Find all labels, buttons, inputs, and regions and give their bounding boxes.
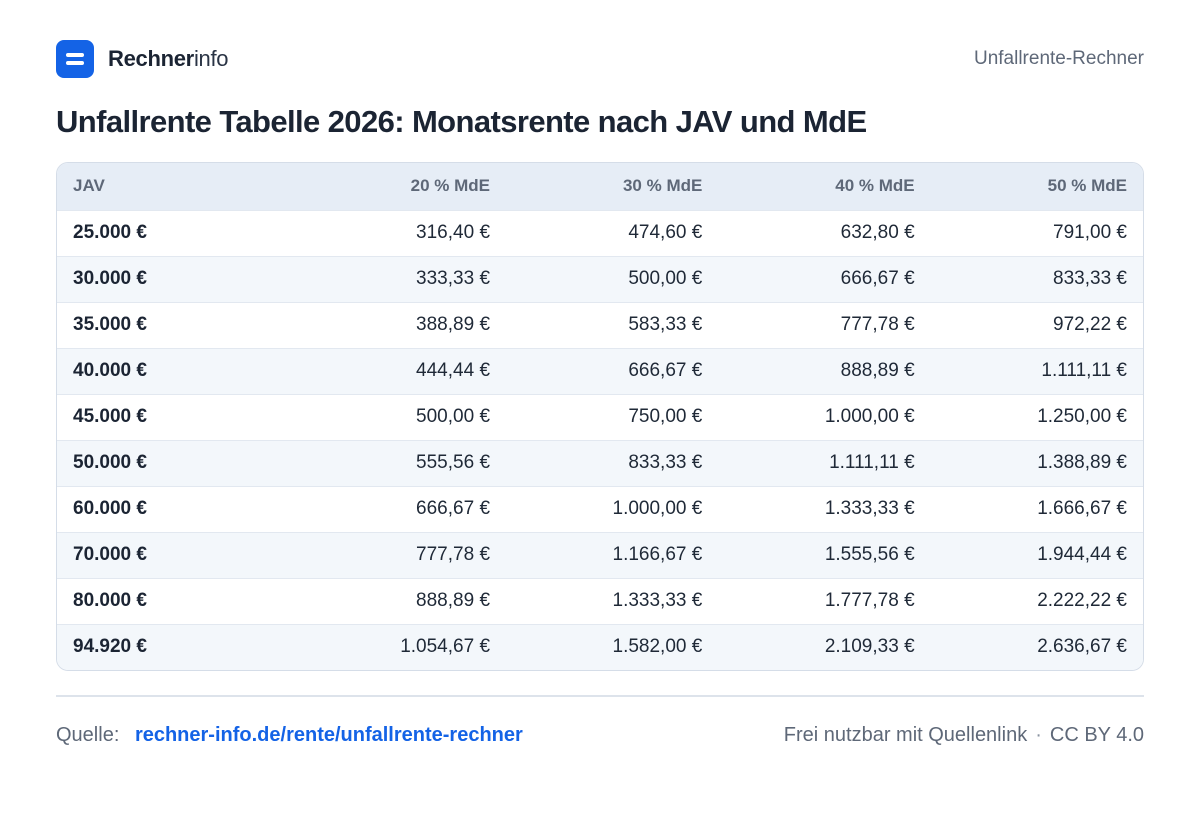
pension-cell: 888,89 € [293,577,507,624]
jav-cell: 94.920 € [57,623,294,670]
column-header-mde: 40 % MdE [718,163,931,210]
pension-cell: 666,67 € [718,255,931,302]
table-row: 50.000 €555,56 €833,33 €1.111,11 €1.388,… [57,439,1143,486]
jav-cell: 70.000 € [57,531,294,578]
jav-cell: 60.000 € [57,485,294,532]
pension-cell: 777,78 € [718,301,931,348]
pension-cell: 666,67 € [506,347,719,394]
brand-name-light: info [193,46,229,71]
pension-cell: 666,67 € [293,485,507,532]
pension-cell: 972,22 € [930,301,1143,348]
license-name: CC BY 4.0 [1049,723,1144,746]
pension-cell: 2.109,33 € [718,623,931,670]
pension-cell: 1.250,00 € [930,393,1143,440]
pension-cell: 583,33 € [506,301,719,348]
brand-name: Rechnerinfo [108,46,229,72]
table-row: 25.000 €316,40 €474,60 €632,80 €791,00 € [57,209,1143,256]
pension-cell: 1.166,67 € [506,531,719,578]
pension-cell: 1.666,67 € [930,485,1143,532]
pension-cell: 750,00 € [506,393,719,440]
page-title: Unfallrente Tabelle 2026: Monatsrente na… [56,104,867,139]
pension-cell: 1.054,67 € [293,623,507,670]
logo-bar-bottom [66,61,84,65]
page-footer: Quelle: rechner-info.de/rente/unfallrent… [56,720,1144,750]
pension-table-container: JAV 20 % MdE 30 % MdE 40 % MdE 50 % MdE 25.0… [56,162,1144,671]
pension-cell: 833,33 € [930,255,1143,302]
license-text: Frei nutzbar mit Quellenlink [783,723,1028,746]
pension-cell: 1.388,89 € [930,439,1143,486]
pension-cell: 555,56 € [293,439,507,486]
pension-cell: 632,80 € [718,209,931,256]
logo-bar-top [66,53,84,57]
table-row: 30.000 €333,33 €500,00 €666,67 €833,33 € [57,255,1143,302]
pension-cell: 1.000,00 € [718,393,931,440]
footer-divider [56,695,1144,697]
pension-cell: 444,44 € [293,347,507,394]
pension-cell: 474,60 € [506,209,719,256]
pension-cell: 1.111,11 € [718,439,931,486]
table-row: 35.000 €388,89 €583,33 €777,78 €972,22 € [57,301,1143,348]
pension-cell: 1.582,00 € [506,623,719,670]
brand-logo[interactable]: Rechnerinfo [56,40,229,78]
table-row: 80.000 €888,89 €1.333,33 €1.777,78 €2.22… [57,577,1143,624]
table-row: 94.920 €1.054,67 €1.582,00 €2.109,33 €2.… [57,623,1143,670]
column-header-mde: 20 % MdE [293,163,507,210]
source-link[interactable]: rechner-info.de/rente/unfallrente-rechne… [134,723,523,746]
table-body: 25.000 €316,40 €474,60 €632,80 €791,00 €… [57,209,1143,670]
pension-cell: 2.222,22 € [930,577,1143,624]
jav-cell: 45.000 € [57,393,294,440]
pension-cell: 1.333,33 € [506,577,719,624]
header-page-label: Unfallrente-Rechner [973,48,1144,69]
pension-cell: 1.555,56 € [718,531,931,578]
pension-cell: 777,78 € [293,531,507,578]
jav-cell: 30.000 € [57,255,294,302]
pension-cell: 1.111,11 € [930,347,1143,394]
pension-cell: 1.000,00 € [506,485,719,532]
pension-cell: 888,89 € [718,347,931,394]
pension-cell: 1.777,78 € [718,577,931,624]
source-attribution: Quelle: rechner-info.de/rente/unfallrent… [56,724,523,747]
pension-cell: 2.636,67 € [930,623,1143,670]
table-row: 70.000 €777,78 €1.166,67 €1.555,56 €1.94… [57,531,1143,578]
jav-cell: 80.000 € [57,577,294,624]
column-header-mde: 30 % MdE [506,163,719,210]
brand-name-bold: Rechner [108,46,194,71]
table-row: 40.000 €444,44 €666,67 €888,89 €1.111,11… [57,347,1143,394]
page-header: Rechnerinfo Unfallrente-Rechner [56,40,1144,78]
pension-cell: 791,00 € [930,209,1143,256]
license-separator: · [1035,723,1042,746]
pension-cell: 500,00 € [293,393,507,440]
pension-table: JAV 20 % MdE 30 % MdE 40 % MdE 50 % MdE 25.0… [57,163,1143,670]
column-header-jav: JAV [57,163,294,210]
jav-cell: 35.000 € [57,301,294,348]
column-header-mde: 50 % MdE [930,163,1143,210]
pension-cell: 316,40 € [293,209,507,256]
jav-cell: 25.000 € [57,209,294,256]
table-row: 60.000 €666,67 €1.000,00 €1.333,33 €1.66… [57,485,1143,532]
logo-icon [56,40,94,78]
pension-cell: 833,33 € [506,439,719,486]
jav-cell: 50.000 € [57,439,294,486]
pension-cell: 1.944,44 € [930,531,1143,578]
pension-cell: 333,33 € [293,255,507,302]
jav-cell: 40.000 € [57,347,294,394]
pension-cell: 500,00 € [506,255,719,302]
pension-cell: 388,89 € [293,301,507,348]
source-label: Quelle: [56,723,120,746]
table-row: 45.000 €500,00 €750,00 €1.000,00 €1.250,… [57,393,1143,440]
table-header-row: JAV 20 % MdE 30 % MdE 40 % MdE 50 % MdE [57,163,1143,210]
pension-cell: 1.333,33 € [718,485,931,532]
license-info: Frei nutzbar mit Quellenlink · CC BY 4.0 [784,724,1144,747]
